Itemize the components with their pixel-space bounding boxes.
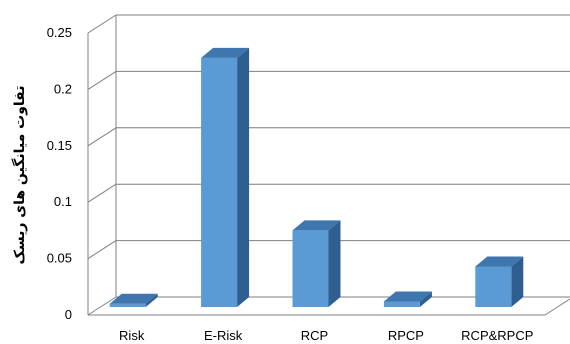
x-tick-label: RCP&RPCP <box>461 328 533 343</box>
gridline-depth <box>87 127 117 147</box>
bar-side <box>237 47 250 307</box>
bar-rpcp <box>383 291 432 307</box>
bar-top <box>475 256 524 267</box>
bar-side <box>511 256 524 307</box>
x-tick-label: RCP <box>301 328 328 343</box>
bar-side <box>145 293 158 307</box>
x-tick-labels: Risk E-Risk RCP RPCP RCP&RPCP <box>119 328 533 343</box>
bar-front <box>201 57 238 308</box>
bar-top <box>383 291 432 302</box>
bars <box>109 47 524 308</box>
y-tick-label: 0 <box>65 307 72 322</box>
bar-front <box>292 230 329 307</box>
bar-rcp-rpcp <box>475 256 524 307</box>
bar-front <box>109 303 146 307</box>
bar-top <box>292 220 341 231</box>
bar-side <box>419 291 432 307</box>
floor-edge <box>544 298 570 316</box>
bar-rcp <box>292 220 341 307</box>
gridline-depth <box>87 296 117 316</box>
gridline-depth <box>87 183 117 203</box>
y-tick-label: 0.15 <box>47 138 72 153</box>
x-tick-label: RPCP <box>388 328 424 343</box>
bar-front <box>383 301 420 307</box>
y-axis-label: تفاوت میانگین های ریسک <box>11 85 28 264</box>
bar-e-risk <box>201 47 250 308</box>
bar-top <box>201 47 250 58</box>
bar-front <box>475 266 512 307</box>
gridline-depth <box>87 14 117 34</box>
y-tick-label: 0.2 <box>54 81 72 96</box>
gridline-depth <box>87 240 117 260</box>
grid <box>87 14 570 316</box>
bar-top <box>109 293 158 304</box>
y-tick-label: 0.05 <box>47 251 72 266</box>
y-tick-label: 0.25 <box>47 25 72 40</box>
y-tick-labels: 0 0.05 0.1 0.15 0.2 0.25 <box>47 25 72 322</box>
gridline-depth <box>87 70 117 90</box>
x-tick-label: Risk <box>119 328 145 343</box>
y-tick-label: 0.1 <box>54 194 72 209</box>
bar-risk <box>109 293 158 307</box>
x-tick-label: E-Risk <box>204 328 243 343</box>
bar-side <box>328 220 341 307</box>
